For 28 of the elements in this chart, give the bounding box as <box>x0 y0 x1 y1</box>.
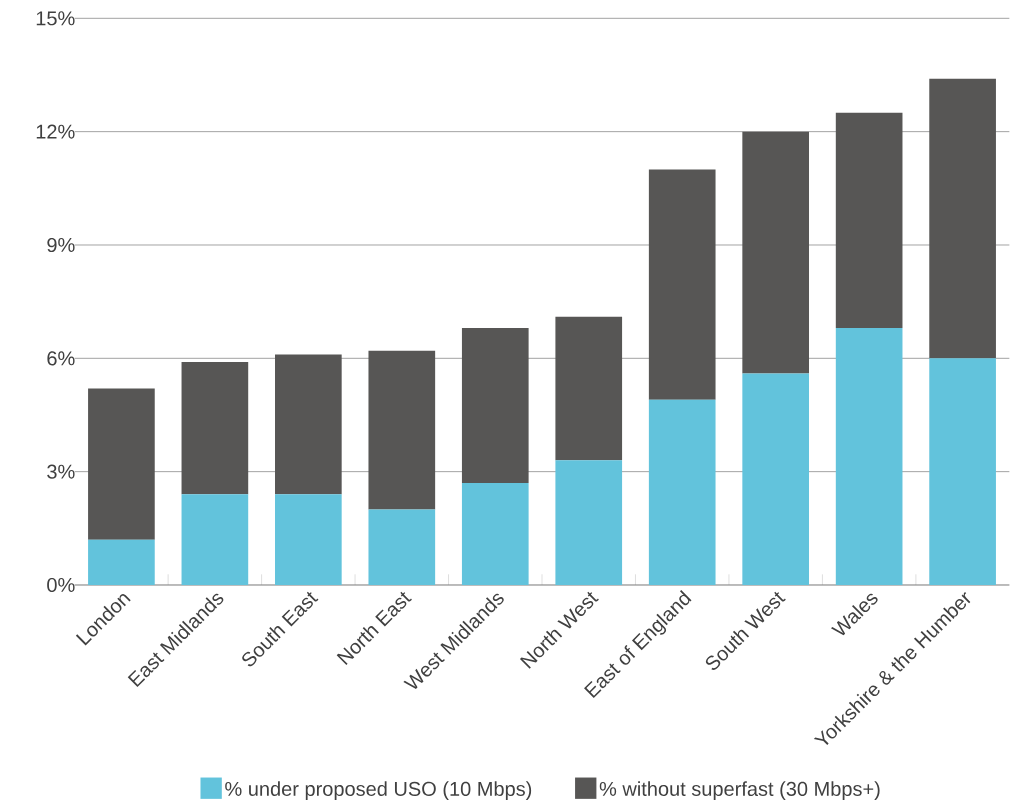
bar <box>461 328 529 483</box>
bar <box>275 494 342 585</box>
bar <box>555 460 623 585</box>
y-tick-label: 12% <box>36 124 75 139</box>
y-tick-label: 9% <box>47 237 75 253</box>
y-tick-label: 6% <box>47 351 75 366</box>
y-tick-label: 15% <box>36 11 75 26</box>
bar <box>742 373 810 585</box>
bar <box>181 362 249 495</box>
bar <box>835 328 903 585</box>
bar <box>88 388 155 540</box>
y-tick-label: 3% <box>47 464 75 479</box>
bar <box>648 399 716 585</box>
legend-label: % without superfast (30 Mbps+) <box>599 781 880 800</box>
bar <box>742 131 810 374</box>
bar <box>929 358 996 585</box>
bar <box>88 539 155 585</box>
bar <box>835 112 903 329</box>
bar <box>648 169 716 400</box>
bar <box>929 78 996 359</box>
legend-label: % under proposed USO (10 Mbps) <box>225 781 532 800</box>
bar <box>555 316 623 461</box>
bar <box>368 509 436 585</box>
y-tick-label: 0% <box>47 577 75 593</box>
bar <box>275 354 342 495</box>
bar <box>368 350 436 510</box>
bar <box>181 494 249 585</box>
bar <box>461 482 529 585</box>
